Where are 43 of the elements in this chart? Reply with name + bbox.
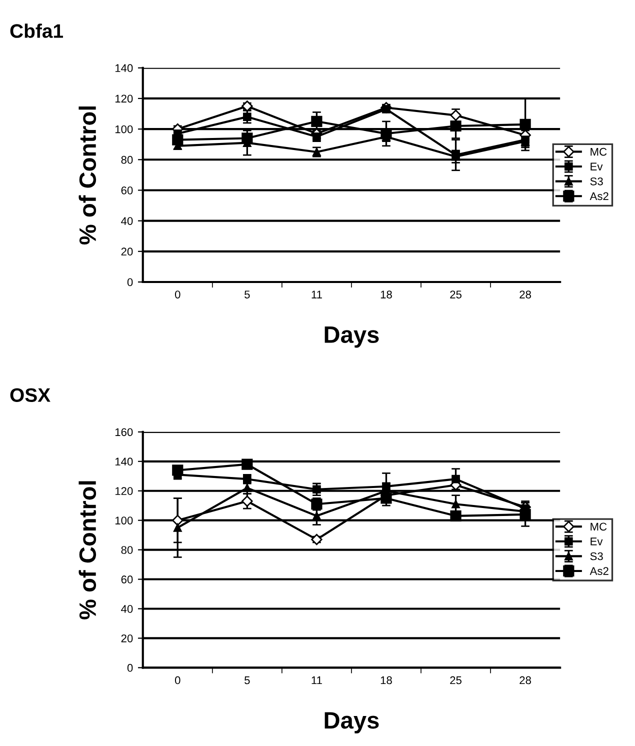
legend-label: Ev xyxy=(590,162,603,170)
x-tick-label: 5 xyxy=(244,290,250,298)
legend-label: S3 xyxy=(590,552,603,560)
x-tick-label: 11 xyxy=(312,290,322,298)
x-tick-label: 0 xyxy=(174,676,180,684)
chart-title: OSX xyxy=(10,388,50,402)
y-tick-label: 80 xyxy=(121,546,133,554)
y-tick-label: 40 xyxy=(121,605,133,613)
legend-label: As2 xyxy=(590,567,608,575)
y-tick-label: 60 xyxy=(121,576,133,584)
y-tick-label: 100 xyxy=(115,125,133,134)
y-tick-label: 160 xyxy=(115,428,133,436)
legend-label: MC xyxy=(590,148,607,156)
x-tick-label: 25 xyxy=(450,290,462,298)
x-tick-label: 28 xyxy=(520,676,531,684)
y-tick-label: 140 xyxy=(115,64,133,72)
x-tick-label: 28 xyxy=(520,290,531,298)
x-tick-label: 18 xyxy=(380,676,392,684)
y-tick-label: 60 xyxy=(121,186,133,194)
legend-label: As2 xyxy=(590,192,608,200)
y-tick-label: 140 xyxy=(115,458,133,466)
legend-label: MC xyxy=(590,522,607,531)
y-axis-title: % of Control xyxy=(78,481,96,620)
y-tick-label: 100 xyxy=(115,516,133,524)
legend-label: Ev xyxy=(590,538,603,546)
x-axis-title: Days xyxy=(324,712,379,734)
y-tick-label: 20 xyxy=(121,248,133,256)
x-tick-label: 18 xyxy=(380,290,392,298)
x-axis-title: Days xyxy=(324,326,379,348)
y-tick-label: 0 xyxy=(127,664,133,672)
legend-label: S3 xyxy=(590,177,603,186)
y-tick-label: 0 xyxy=(127,278,133,286)
x-tick-label: 5 xyxy=(244,676,250,684)
x-tick-label: 0 xyxy=(174,290,180,298)
y-tick-label: 120 xyxy=(115,94,133,103)
y-tick-label: 120 xyxy=(115,487,133,496)
y-tick-label: 20 xyxy=(121,634,133,642)
x-tick-label: 25 xyxy=(450,676,462,684)
x-tick-label: 11 xyxy=(312,676,322,684)
chart-title: Cbfa1 xyxy=(10,24,64,38)
y-tick-label: 40 xyxy=(121,217,133,225)
y-axis-title: % of Control xyxy=(78,106,96,245)
y-tick-label: 80 xyxy=(121,156,133,164)
